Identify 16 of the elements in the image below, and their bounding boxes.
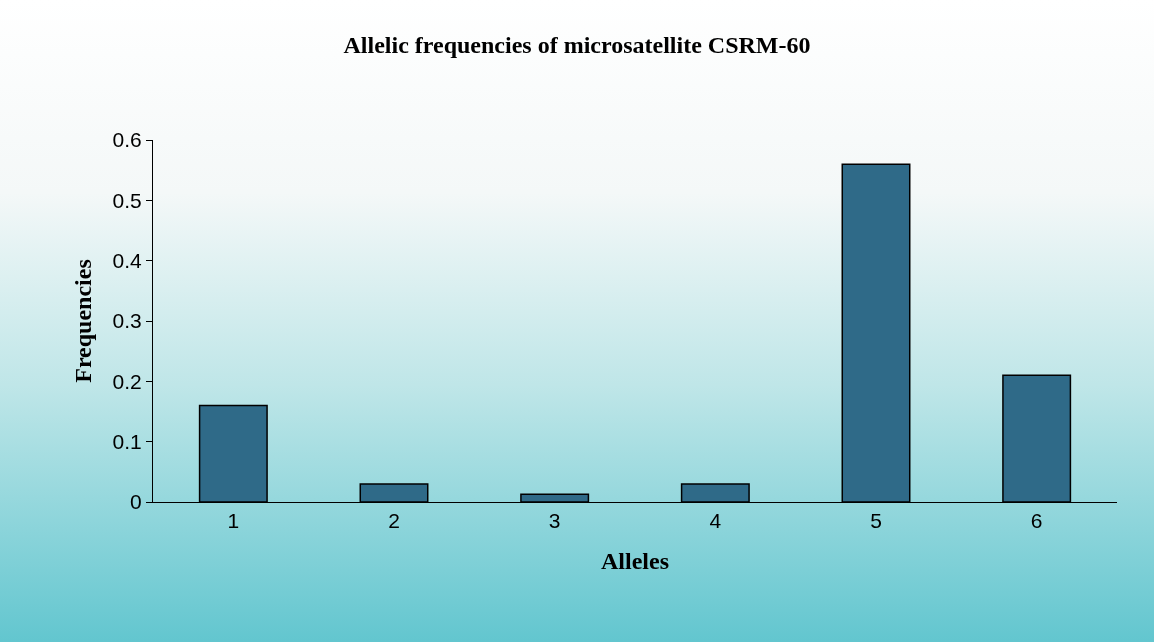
y-tick-label: 0.1 — [112, 430, 142, 454]
y-tick-label: 0.4 — [112, 249, 143, 273]
x-tick-label: 2 — [388, 509, 400, 533]
chart-title: Allelic frequencies of microsatellite CSRM-60 — [343, 32, 811, 59]
y-tick-label: 0.2 — [112, 369, 142, 393]
y-tick-label: 0.3 — [112, 309, 142, 333]
y-axis-title: Frequencies — [69, 259, 96, 383]
y-tick-label: 0.5 — [112, 188, 142, 212]
y-tick-label: 0 — [130, 490, 142, 514]
x-tick-label: 4 — [709, 509, 722, 533]
y-tick-label: 0.6 — [112, 128, 142, 152]
x-tick-label: 3 — [548, 509, 561, 533]
x-tick-label: 6 — [1030, 509, 1043, 533]
x-tick-label: 1 — [227, 509, 240, 533]
x-axis-title: Alleles — [601, 547, 669, 574]
x-tick-label: 5 — [870, 509, 882, 533]
